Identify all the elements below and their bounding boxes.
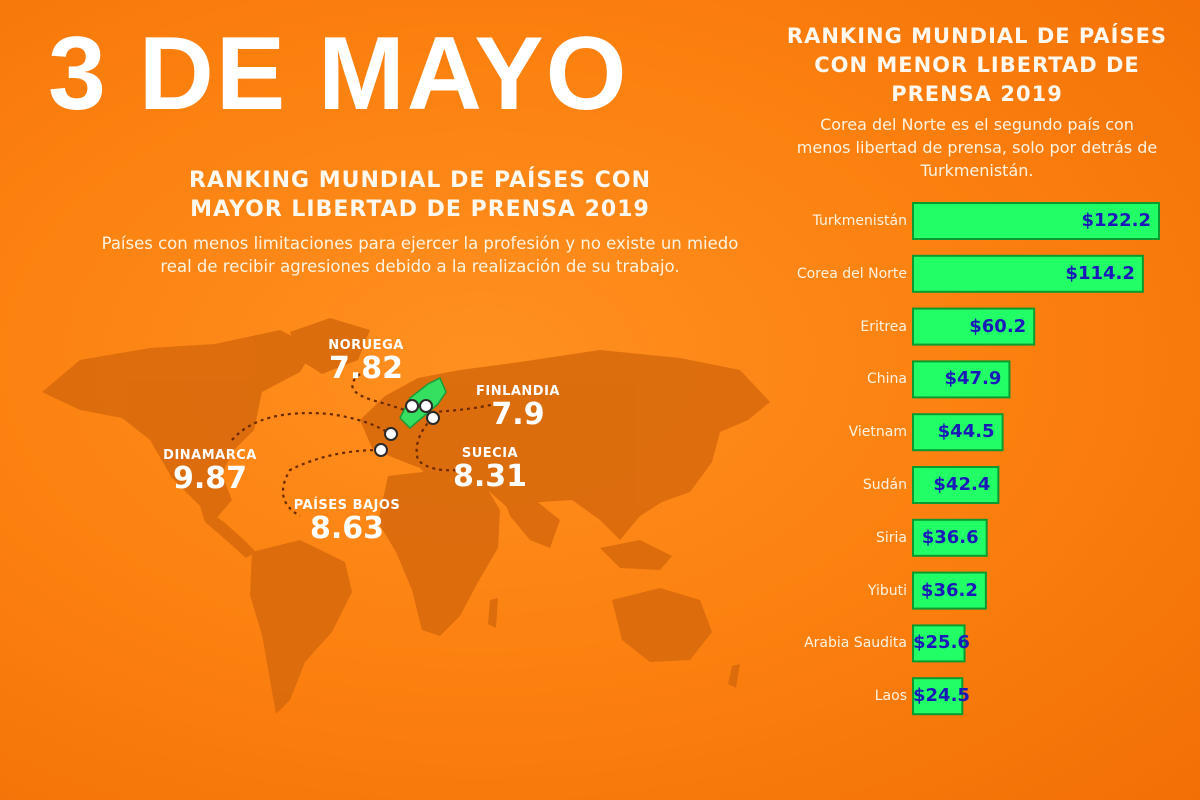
country-name: FINLANDIA xyxy=(475,384,560,399)
right-subtitle-line2: menos libertad de prensa, solo por detrá… xyxy=(796,138,1158,157)
bar-value-label: $42.4 xyxy=(933,474,991,495)
bar-category-label: China xyxy=(867,371,907,388)
country-score: 7.82 xyxy=(328,351,404,386)
connector-lines xyxy=(231,373,496,517)
bar xyxy=(912,413,1004,452)
right-subtitle: Corea del Norte es el segundo país con m… xyxy=(772,113,1182,182)
label-finlandia: FINLANDIA 7.9 xyxy=(468,384,568,431)
island-new-zealand xyxy=(728,664,740,688)
continents xyxy=(42,318,770,714)
marker-dinamarca xyxy=(384,427,398,441)
right-subtitle-line3: Turkmenistán. xyxy=(920,161,1034,180)
bar xyxy=(912,202,1160,240)
country-name: PAÍSES BAJOS xyxy=(293,498,401,513)
bar-category-label: Corea del Norte xyxy=(796,265,907,282)
left-subtitle-line2: real de recibir agresiones debido a la r… xyxy=(160,257,680,276)
label-suecia: SUECIA 8.31 xyxy=(440,446,540,493)
island-madagascar xyxy=(488,598,498,628)
bar-category-label: Vietnam xyxy=(848,424,907,441)
bar-value-label: $47.9 xyxy=(944,368,1002,390)
marker-suecia xyxy=(426,411,440,425)
bar xyxy=(912,254,1144,293)
label-noruega: NORUEGA 7.82 xyxy=(316,338,416,385)
connector-paises-bajos xyxy=(281,448,381,517)
right-heading-line1: RANKING MUNDIAL DE PAÍSES xyxy=(786,24,1168,48)
bar-category-label: Eritrea xyxy=(860,318,907,335)
marker-finlandia xyxy=(419,399,433,413)
country-name: DINAMARCA xyxy=(163,448,257,463)
bar-value-label: $25.6 xyxy=(913,632,970,654)
right-heading-line3: PRENSA 2019 xyxy=(891,82,1063,106)
continent-eurasia xyxy=(360,350,770,540)
bar xyxy=(912,360,1011,399)
label-paises-bajos: PAÍSES BAJOS 8.63 xyxy=(282,498,412,545)
right-subtitle-line1: Corea del Norte es el segundo país con xyxy=(820,115,1134,134)
markers xyxy=(374,399,440,457)
bar-value-label: $24.5 xyxy=(913,685,970,707)
bar xyxy=(912,624,966,663)
bar-category-label: Laos xyxy=(874,688,907,705)
continent-se-asia xyxy=(600,540,672,570)
bar-category-label: Sudán xyxy=(862,477,907,493)
left-heading: RANKING MUNDIAL DE PAÍSES CON MAYOR LIBE… xyxy=(60,166,780,224)
right-heading-block: RANKING MUNDIAL DE PAÍSES CON MENOR LIBE… xyxy=(772,22,1182,182)
country-name: SUECIA xyxy=(461,446,519,461)
continent-north-america xyxy=(42,330,315,520)
bar-value-label: $114.2 xyxy=(1065,262,1135,284)
bar-value-label: $36.2 xyxy=(920,579,978,601)
left-heading-block: RANKING MUNDIAL DE PAÍSES CON MAYOR LIBE… xyxy=(60,166,780,278)
bar-category-label: Siria xyxy=(875,529,907,546)
right-heading: RANKING MUNDIAL DE PAÍSES CON MENOR LIBE… xyxy=(772,22,1182,109)
page-title: 3 DE MAYO xyxy=(48,16,629,132)
continent-south-asia xyxy=(500,488,560,548)
country-name: NORUEGA xyxy=(328,338,404,353)
bar-value-label: $60.2 xyxy=(969,315,1027,337)
bar xyxy=(912,466,1000,504)
bar-value-label: $36.6 xyxy=(921,526,979,548)
left-heading-line1: RANKING MUNDIAL DE PAÍSES CON xyxy=(189,168,651,193)
continent-south-america xyxy=(250,540,352,714)
left-subtitle: Países con menos limitaciones para ejerc… xyxy=(60,232,780,278)
country-score: 9.87 xyxy=(172,461,248,496)
country-score: 8.31 xyxy=(452,459,528,494)
bar-value-label: $44.5 xyxy=(937,421,995,443)
connector-finlandia xyxy=(431,402,496,414)
continent-africa xyxy=(378,470,500,636)
bar xyxy=(912,571,987,610)
bar-category-label: Turkmenistán xyxy=(812,213,907,229)
bar xyxy=(912,307,1036,346)
bar xyxy=(912,518,988,557)
left-heading-line2: MAYOR LIBERTAD DE PRENSA 2019 xyxy=(190,197,650,222)
bar xyxy=(912,677,964,716)
connector-suecia xyxy=(415,417,459,472)
continent-greenland xyxy=(290,318,370,374)
left-subtitle-line1: Países con menos limitaciones para ejerc… xyxy=(101,234,739,253)
bar-category-label: Arabia Saudita xyxy=(804,635,907,652)
marker-noruega xyxy=(405,399,419,413)
country-score: 8.63 xyxy=(309,511,385,546)
marker-paises-bajos xyxy=(374,443,388,457)
continent-central-america xyxy=(200,506,256,558)
bar-value-label: $122.2 xyxy=(1081,210,1151,231)
label-dinamarca: DINAMARCA 9.87 xyxy=(160,448,260,495)
bar-category-label: Yibuti xyxy=(867,582,907,599)
right-heading-line2: CON MENOR LIBERTAD DE xyxy=(814,53,1140,77)
connector-noruega xyxy=(351,373,411,414)
country-score: 7.9 xyxy=(491,397,545,432)
connector-dinamarca xyxy=(231,411,391,441)
continent-australia xyxy=(612,588,712,662)
